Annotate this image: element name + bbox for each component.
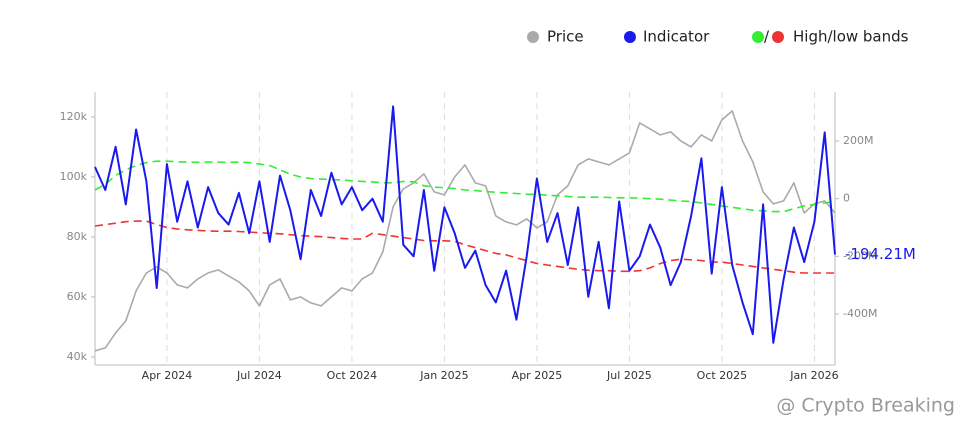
y2-tick-label: 200M: [843, 134, 874, 147]
series-line: [94, 105, 836, 344]
x-tick-label: Jan 2026: [789, 369, 838, 382]
x-tick-label: Apr 2024: [142, 369, 193, 382]
y-tick-label: 60k: [67, 290, 88, 303]
legend-marker: [624, 31, 636, 43]
legend-marker: [752, 31, 764, 43]
legend-label: High/low bands: [793, 28, 909, 46]
x-tick-label: Jan 2025: [419, 369, 468, 382]
y-tick-label: 80k: [67, 230, 88, 243]
x-tick-label: Jul 2024: [236, 369, 282, 382]
y-tick-label: 120k: [60, 110, 88, 123]
series-line: [94, 220, 835, 274]
legend-marker: [772, 31, 784, 43]
y2-tick-label: -400M: [843, 307, 877, 320]
legend-separator: /: [764, 28, 770, 46]
legend-label: Price: [547, 28, 584, 46]
legend-label: Indicator: [643, 28, 710, 46]
last-value-label: -194.21M: [845, 245, 916, 263]
x-tick-label: Jul 2025: [606, 369, 652, 382]
x-tick-label: Apr 2025: [512, 369, 563, 382]
x-tick-label: Oct 2024: [327, 369, 378, 382]
y2-tick-label: 0: [843, 192, 850, 205]
y-tick-label: 40k: [67, 350, 88, 363]
watermark: @ Crypto Breaking: [776, 395, 955, 417]
legend-marker: [527, 31, 539, 43]
y2-tick-label: -200M: [843, 249, 877, 262]
series-line: [94, 110, 836, 352]
series-line: [94, 160, 836, 213]
y-tick-label: 100k: [60, 170, 88, 183]
x-tick-label: Oct 2025: [697, 369, 748, 382]
